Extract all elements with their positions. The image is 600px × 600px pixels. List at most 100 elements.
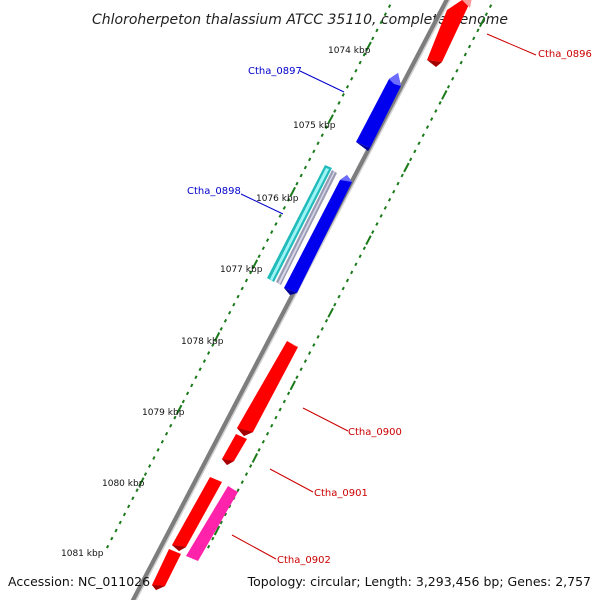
gene-ctha-0903[interactable] xyxy=(172,477,222,551)
gene-ctha-0899[interactable] xyxy=(284,175,352,295)
ruler-minor-tick xyxy=(148,464,152,468)
ruler-minor-tick xyxy=(446,84,451,89)
ruler-minor-tick xyxy=(350,76,354,81)
ruler-minor-tick xyxy=(438,101,442,105)
genome-backbone-highlight xyxy=(135,0,451,600)
ruler-minor-tick xyxy=(106,544,110,549)
ruler-minor-tick xyxy=(375,28,379,33)
ruler-minor-tick xyxy=(299,173,303,178)
ruler-major-tick xyxy=(213,525,221,536)
gene-label-ctha-0901[interactable]: Ctha_0901 xyxy=(314,488,368,499)
ruler-minor-tick xyxy=(316,141,320,146)
ruler-minor-tick xyxy=(316,335,320,339)
gene-ctha-0901[interactable] xyxy=(222,434,247,465)
ruler-minor-tick xyxy=(261,246,265,251)
ruler-minor-tick xyxy=(358,60,362,65)
tick-label: 1074 kbp xyxy=(328,46,371,56)
tick-label: 1081 kbp xyxy=(61,549,104,559)
ruler-minor-tick xyxy=(286,391,291,396)
ruler-minor-tick xyxy=(451,76,455,81)
ruler-minor-tick xyxy=(257,448,261,452)
tick-label: 1080 kbp xyxy=(102,479,145,489)
gene-ctha-0902[interactable] xyxy=(186,486,238,561)
ruler-minor-tick xyxy=(387,197,392,202)
gene-ctha-0900[interactable] xyxy=(237,341,298,436)
ruler-minor-tick xyxy=(282,205,286,210)
gene-ctha-0898[interactable] xyxy=(267,165,332,282)
ruler-minor-tick xyxy=(312,149,316,154)
gene-ctha-0896[interactable] xyxy=(427,0,472,67)
ruler-minor-tick xyxy=(299,367,303,372)
ruler-minor-tick xyxy=(337,294,341,299)
ruler-minor-tick xyxy=(257,254,261,259)
ruler-minor-tick xyxy=(333,109,337,113)
ruler-minor-tick xyxy=(430,117,434,121)
ruler-major-tick xyxy=(327,114,334,124)
accession-label: Accession: NC_011026 xyxy=(8,574,150,589)
ruler-major-tick xyxy=(403,162,410,173)
ruler-minor-tick xyxy=(341,286,345,291)
ruler-major-tick xyxy=(365,41,372,52)
label-leaders xyxy=(231,33,537,560)
ruler-minor-tick xyxy=(484,12,488,17)
ruler-minor-tick xyxy=(387,4,392,9)
tick-label: 1078 kbp xyxy=(181,337,224,347)
ruler-major-tick xyxy=(175,404,183,415)
ruler-minor-tick xyxy=(295,181,299,186)
ruler-minor-tick xyxy=(425,125,430,130)
ruler-minor-tick xyxy=(127,504,131,509)
ruler-minor-tick xyxy=(333,302,337,307)
ruler-minor-tick xyxy=(219,520,223,525)
ruler-minor-tick xyxy=(472,36,476,41)
ruler-minor-tick xyxy=(379,20,383,25)
ruler-minor-tick xyxy=(337,101,341,105)
gene-features xyxy=(152,0,472,590)
ruler-major-tick xyxy=(365,235,372,245)
ruler-minor-tick xyxy=(295,375,299,380)
map-title: Chloroherpeton thalassium ATCC 35110, co… xyxy=(92,12,508,28)
gene-ctha-0904[interactable] xyxy=(152,549,181,590)
ruler-minor-tick xyxy=(312,343,316,347)
ruler-major-tick xyxy=(289,186,296,197)
ruler-minor-tick xyxy=(345,84,350,89)
gene-ctha-0897[interactable] xyxy=(356,73,401,151)
tick-labels: 1074 kbp 1075 kbp 1076 kbp 1077 kbp 1078… xyxy=(61,46,371,559)
ruler-minor-tick xyxy=(396,181,400,186)
ruler-minor-tick xyxy=(236,488,240,493)
ruler-major-tick xyxy=(138,477,145,488)
ruler-minor-tick xyxy=(244,472,249,476)
ruler-minor-tick xyxy=(152,456,156,460)
ruler-minor-tick xyxy=(198,367,202,372)
ruler-minor-tick xyxy=(274,222,278,226)
ruler-minor-tick xyxy=(240,286,244,291)
gene-label-ctha-0900[interactable]: Ctha_0900 xyxy=(348,427,402,438)
ruler-minor-tick xyxy=(303,165,307,170)
ruler-minor-tick xyxy=(265,431,270,436)
gene-label-ctha-0898[interactable]: Ctha_0898 xyxy=(187,186,241,197)
ruler-minor-tick xyxy=(320,133,324,138)
ruler-minor-tick xyxy=(265,238,270,242)
ruler-minor-tick xyxy=(371,36,375,41)
tick-label: 1077 kbp xyxy=(220,265,263,275)
ruler-minor-tick xyxy=(207,544,211,549)
ruler-minor-tick xyxy=(122,512,127,517)
tick-label: 1075 kbp xyxy=(293,121,336,131)
gene-label-ctha-0902[interactable]: Ctha_0902 xyxy=(277,555,331,566)
ruler-minor-tick xyxy=(261,439,265,444)
gene-label-ctha-0897[interactable]: Ctha_0897 xyxy=(248,66,302,77)
gene-label-ctha-0896[interactable]: Ctha_0896 xyxy=(538,49,592,60)
ruler-minor-tick xyxy=(270,423,274,428)
ruler-minor-tick xyxy=(413,149,417,154)
ruler-minor-tick xyxy=(190,383,194,388)
ruler-minor-tick xyxy=(202,359,206,363)
ruler-minor-tick xyxy=(324,125,329,130)
ruler-major-tick xyxy=(479,17,486,28)
ruler-minor-tick xyxy=(286,197,291,202)
ruler-minor-tick xyxy=(371,230,375,234)
ruler-minor-tick xyxy=(143,472,148,476)
ruler-minor-tick xyxy=(362,52,366,57)
ruler-minor-tick xyxy=(392,189,396,194)
gene-labels: Ctha_0896 Ctha_0897 Ctha_0898 Ctha_0900 … xyxy=(187,49,592,566)
ruler-major-tick xyxy=(327,307,334,318)
